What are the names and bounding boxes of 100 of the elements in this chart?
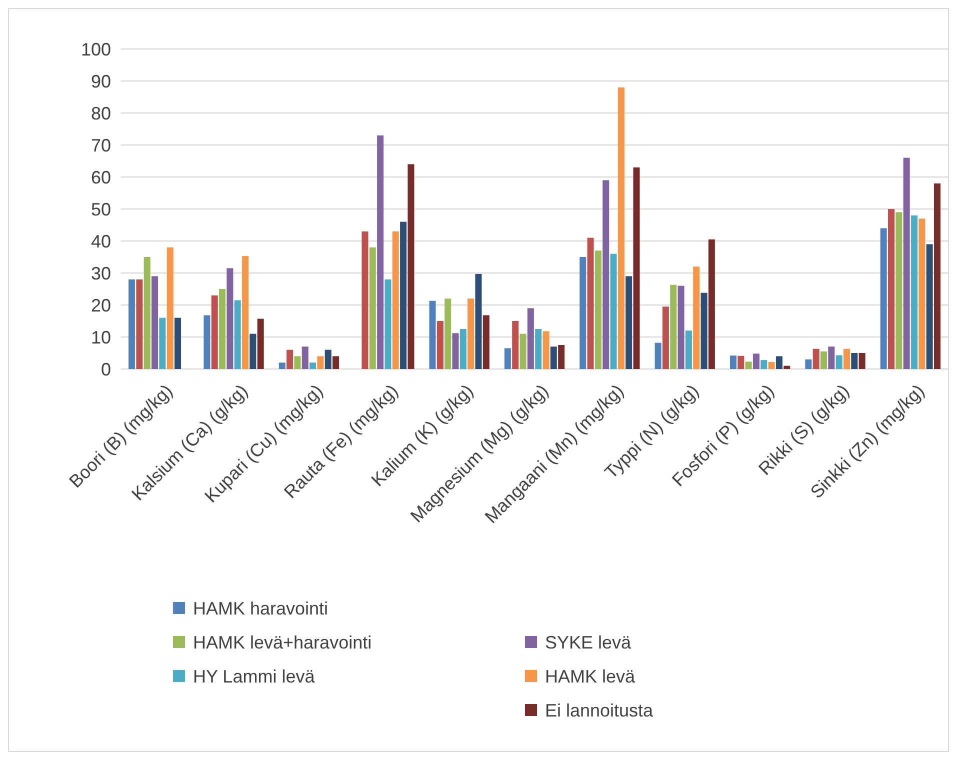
legend-label: HAMK levä [545, 666, 636, 686]
legend-label: HY Lammi levä [193, 666, 316, 686]
bar [693, 266, 700, 369]
bar [851, 353, 858, 369]
bar [257, 318, 264, 369]
y-tick-label: 50 [90, 199, 111, 220]
bar [633, 167, 640, 369]
y-tick-label: 40 [90, 231, 111, 252]
y-tick-label: 30 [90, 263, 111, 284]
bar [805, 359, 812, 369]
bar [384, 279, 392, 369]
bar [250, 334, 256, 369]
y-tick-label: 70 [90, 135, 111, 156]
bar [475, 274, 482, 369]
bar [918, 218, 926, 369]
bar [286, 350, 294, 369]
bar [738, 356, 744, 369]
legend-label: Ei lannoitusta [545, 700, 654, 720]
bar [204, 315, 210, 369]
bar [903, 158, 910, 369]
bar [760, 360, 768, 369]
bar [670, 284, 677, 369]
legend-label: SYKE levä [545, 632, 632, 652]
bar [910, 215, 918, 369]
bar [618, 87, 624, 369]
bar [159, 318, 166, 369]
y-tick-label: 10 [90, 327, 111, 348]
bar [429, 300, 436, 369]
y-tick-label: 0 [100, 359, 111, 380]
bar [144, 257, 150, 369]
y-tick-label: 20 [90, 295, 111, 316]
bar [820, 351, 827, 369]
bar [678, 286, 684, 369]
bar [685, 330, 692, 369]
bar [843, 348, 850, 369]
bar [444, 298, 452, 369]
bar [136, 279, 143, 369]
bar [654, 342, 662, 369]
bar [594, 250, 602, 369]
bar [812, 348, 820, 369]
bar [535, 329, 542, 369]
bar [482, 315, 490, 369]
bar [700, 292, 708, 369]
bar [880, 228, 887, 369]
bar [858, 353, 866, 369]
legend-label: HAMK haravointi [193, 598, 328, 618]
bar [934, 183, 940, 369]
bar [211, 295, 218, 369]
bar [460, 329, 466, 369]
bar [392, 231, 399, 369]
bar [776, 356, 782, 369]
bar [362, 231, 368, 369]
bar [745, 362, 752, 369]
bar [784, 366, 790, 369]
bar [527, 308, 534, 369]
bar [888, 209, 895, 369]
bar [294, 356, 301, 369]
bar [174, 318, 181, 369]
bar [369, 247, 376, 369]
bar [377, 135, 384, 369]
bar [226, 268, 234, 369]
bar [219, 289, 226, 369]
bar [166, 247, 174, 369]
bar [400, 222, 407, 369]
bar [610, 254, 617, 369]
y-tick-label: 90 [90, 71, 111, 92]
bar [512, 321, 519, 369]
bar [558, 345, 565, 369]
y-tick-label: 80 [90, 103, 111, 124]
bar [626, 276, 632, 369]
bar [310, 362, 316, 369]
bar [317, 356, 324, 369]
bar [324, 350, 332, 369]
y-tick-label: 100 [80, 39, 111, 60]
bar [302, 346, 308, 369]
bar [580, 257, 586, 369]
bar [730, 356, 736, 369]
bar [452, 333, 459, 369]
bar [504, 348, 511, 369]
bar [828, 346, 835, 369]
bar [587, 238, 594, 369]
bar [896, 212, 902, 369]
bar [128, 279, 136, 369]
bar [436, 321, 444, 369]
bar [926, 244, 933, 369]
bar [550, 346, 557, 369]
bar [708, 239, 715, 369]
bar [332, 356, 340, 369]
bar [602, 180, 610, 369]
y-tick-label: 60 [90, 167, 111, 188]
bar [234, 300, 241, 369]
bar [662, 306, 669, 369]
bar [752, 354, 760, 369]
bar [152, 276, 158, 369]
bar [408, 164, 414, 369]
bar [520, 334, 526, 369]
legend-label: HAMK levä+haravointi [193, 632, 372, 652]
bar [278, 362, 286, 369]
bar [768, 362, 775, 369]
bar [542, 331, 550, 369]
